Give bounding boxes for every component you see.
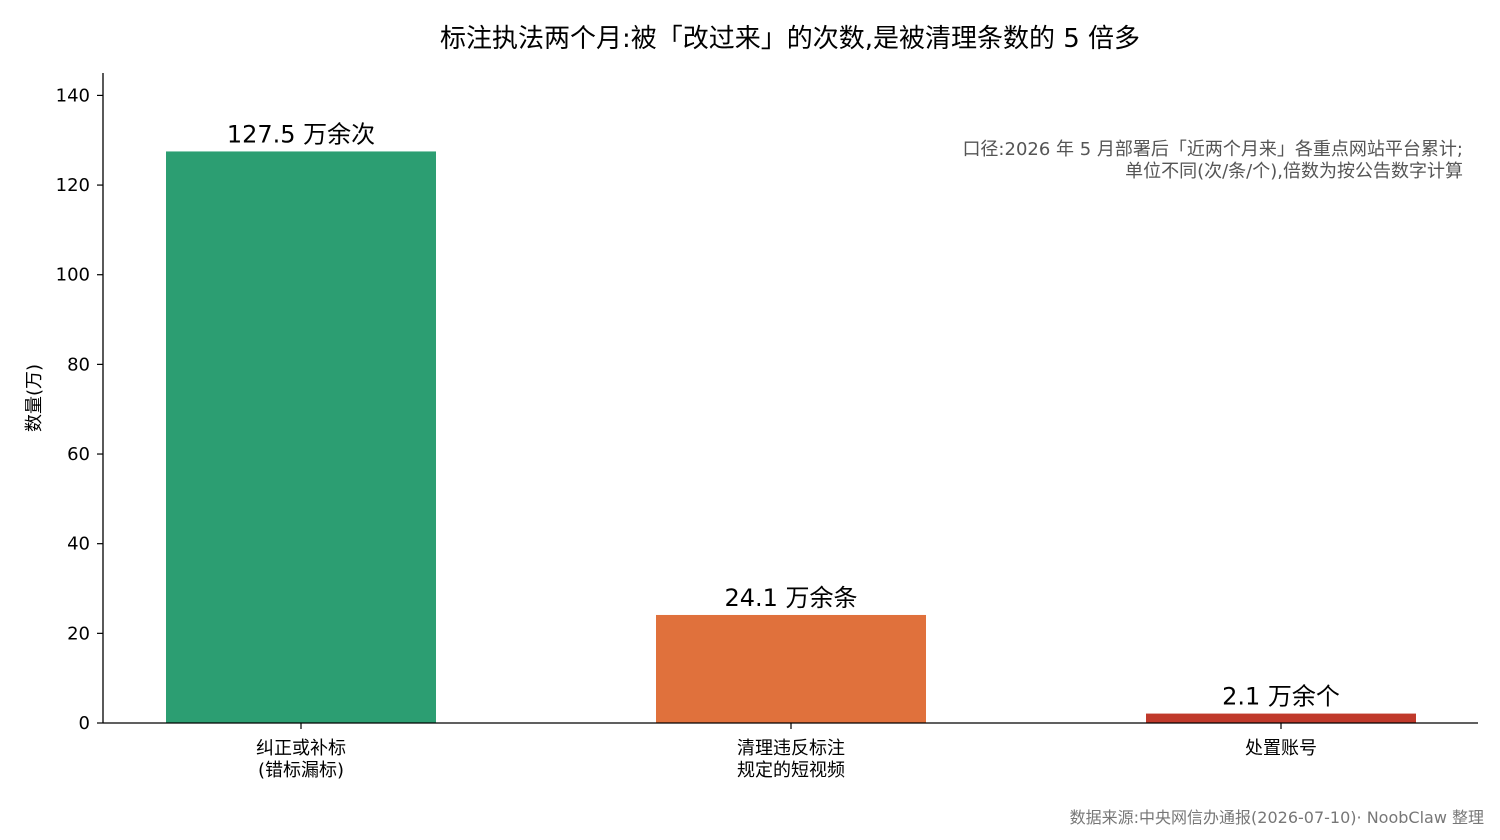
chart-annotation: 口径:2026 年 5 月部署后「近两个月来」各重点网站平台累计; 单位不同(次… (962, 139, 1463, 182)
category-label: 规定的短视频 (737, 760, 845, 781)
y-axis-ticks: 0 20 40 60 80 100 120 140 (56, 85, 103, 734)
bar (166, 151, 436, 724)
bar-value-label: 24.1 万余条 (724, 584, 857, 612)
bar-value-label: 2.1 万余个 (1222, 683, 1340, 711)
y-tick-label: 60 (67, 444, 90, 465)
bar (1146, 713, 1416, 723)
chart-title: 标注执法两个月:被「改过来」的次数,是被清理条数的 5 倍多 (440, 24, 1140, 54)
data-labels: 127.5 万余次 24.1 万余条 2.1 万余个 (227, 120, 1340, 710)
category-label: 清理违反标注 (737, 738, 845, 759)
y-tick-label: 100 (56, 265, 90, 286)
annotation-line-2: 单位不同(次/条/个),倍数为按公告数字计算 (1125, 161, 1463, 182)
y-axis-label: 数量(万) (24, 364, 45, 432)
axes (102, 73, 1478, 724)
source-note: 数据来源:中央网信办通报(2026-07-10)· NoobClaw 整理 (1070, 808, 1484, 827)
category-label: 处置账号 (1245, 738, 1317, 759)
y-tick-label: 120 (56, 175, 90, 196)
annotation-line-1: 口径:2026 年 5 月部署后「近两个月来」各重点网站平台累计; (962, 139, 1463, 160)
bars (166, 151, 1416, 724)
y-tick-label: 140 (56, 85, 90, 106)
y-tick-label: 80 (67, 354, 90, 375)
bar (656, 614, 926, 723)
y-tick-label: 20 (67, 623, 90, 644)
y-tick-label: 0 (79, 713, 90, 734)
category-label: 纠正或补标 (256, 738, 346, 759)
y-tick-label: 40 (67, 534, 90, 555)
bar-value-label: 127.5 万余次 (227, 120, 375, 148)
category-label: (错标漏标) (258, 760, 344, 781)
